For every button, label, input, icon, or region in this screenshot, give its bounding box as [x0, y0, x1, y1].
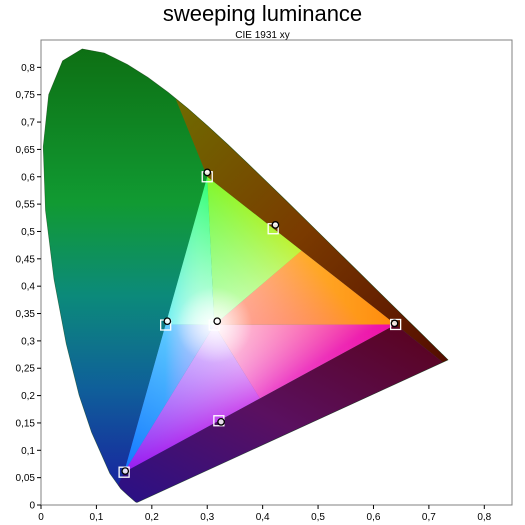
- chart-subtitle: CIE 1931 xy: [235, 30, 290, 41]
- y-tick-label: 0,35: [16, 309, 36, 320]
- y-tick: 0,75: [16, 90, 41, 101]
- target-square-marker: [389, 318, 402, 331]
- gamut-white-center: [176, 287, 253, 364]
- x-tick-label: 0: [38, 512, 44, 523]
- y-tick: 0,25: [16, 364, 41, 375]
- y-tick: 0,55: [16, 200, 41, 211]
- gamut-yellow-blend: [207, 176, 396, 326]
- y-tick: 0,5: [21, 227, 41, 238]
- x-tick: 0,4: [256, 505, 270, 523]
- y-tick: 0: [29, 501, 41, 512]
- target-square-marker: [118, 466, 130, 478]
- measured-circle-marker: [217, 417, 225, 426]
- y-tick-label: 0,3: [21, 336, 35, 347]
- y-tick: 0,65: [16, 145, 41, 156]
- measured-circle-marker: [121, 467, 130, 475]
- y-tick: 0,7: [21, 118, 41, 129]
- y-tick-label: 0: [29, 501, 35, 512]
- measured-circle-marker: [163, 317, 172, 326]
- y-tick-label: 0,05: [16, 473, 36, 484]
- plot-frame: [40, 39, 513, 506]
- y-tick: 0,3: [21, 336, 41, 347]
- y-tick-label: 0,25: [16, 364, 36, 375]
- y-tick-label: 0,75: [16, 90, 36, 101]
- measured-circle-marker: [203, 168, 212, 177]
- x-tick: 0: [38, 505, 44, 523]
- y-tick: 0,05: [16, 473, 41, 484]
- y-tick: 0,15: [16, 418, 41, 429]
- y-tick: 0,1: [21, 446, 41, 457]
- x-tick-label: 0,6: [367, 512, 381, 523]
- y-tick: 0,8: [21, 63, 41, 74]
- y-tick-label: 0,1: [21, 446, 35, 457]
- x-tick: 0,7: [422, 505, 436, 523]
- data-markers: [118, 168, 402, 478]
- x-tick-label: 0,2: [145, 512, 159, 523]
- x-tick: 0,8: [477, 505, 492, 523]
- y-tick-label: 0,65: [16, 145, 36, 156]
- x-tick: 0,3: [200, 505, 215, 523]
- y-tick: 0,4: [21, 282, 41, 293]
- y-tick-label: 0,2: [21, 391, 35, 402]
- x-tick-label: 0,3: [200, 512, 214, 523]
- x-tick-label: 0,7: [422, 512, 436, 523]
- x-tick: 0,2: [145, 505, 159, 523]
- x-tick: 0,5: [311, 505, 325, 523]
- y-tick-label: 0,15: [16, 418, 36, 429]
- y-tick: 0,6: [21, 172, 41, 183]
- y-tick-label: 0,5: [21, 227, 35, 238]
- y-tick-label: 0,55: [16, 200, 36, 211]
- x-tick: 0,1: [89, 505, 104, 523]
- measured-circle-marker: [271, 221, 280, 229]
- x-tick-label: 0,1: [89, 512, 103, 523]
- locus-outline: [42, 48, 449, 503]
- y-tick: 0,45: [16, 254, 41, 265]
- chart-title: sweeping luminance: [162, 1, 363, 26]
- gamut-magenta-blend: [124, 324, 396, 473]
- y-tick: 0,35: [16, 309, 41, 320]
- y-tick-label: 0,7: [21, 118, 35, 129]
- x-tick-label: 0,5: [311, 512, 325, 523]
- y-tick-label: 0,8: [21, 63, 35, 74]
- y-tick-label: 0,4: [21, 282, 35, 293]
- x-tick-label: 0,8: [477, 512, 491, 523]
- x-tick: 0,6: [367, 505, 381, 523]
- measured-circle-marker: [213, 317, 222, 326]
- y-tick-label: 0,6: [21, 172, 35, 183]
- measured-circle-marker: [390, 319, 399, 328]
- y-tick-label: 0,45: [16, 254, 36, 265]
- axes: 0 0,1 0,2 0,3 0,4 0,5 0,6 0,7 0,8 0 0,05 0,1 0,15 0,2…: [16, 39, 513, 523]
- x-tick-label: 0,4: [256, 512, 270, 523]
- y-tick: 0,2: [21, 391, 41, 402]
